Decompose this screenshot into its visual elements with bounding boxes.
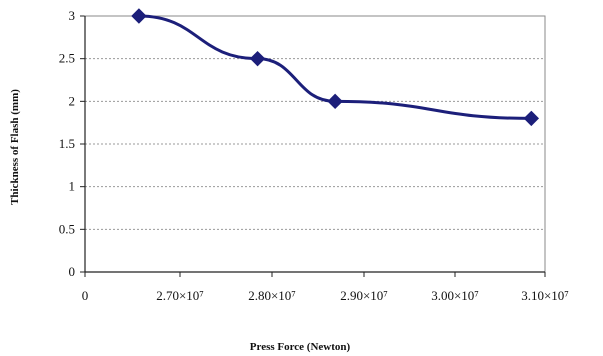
x-tick-label: 2.70×10⁷: [156, 288, 204, 303]
data-point-marker: [327, 93, 343, 110]
series-line: [138, 14, 532, 120]
gridlines: [85, 15, 545, 230]
x-tick-label: 2.80×10⁷: [248, 288, 296, 303]
data-point-marker: [249, 50, 266, 67]
axes: [80, 15, 546, 277]
y-tick-label: 3: [69, 8, 76, 23]
y-tick-label: 1.5: [59, 136, 75, 151]
x-tick-label: 3.00×10⁷: [431, 288, 479, 303]
y-tick-label: 2.5: [59, 51, 75, 66]
y-tick-label: 1: [69, 179, 76, 194]
y-tick-labels: 0 0.5 1 1.5 2 2.5 3: [59, 8, 75, 279]
x-axis-title: Press Force (Newton): [250, 341, 351, 353]
x-tick-labels: 0 2.70×10⁷ 2.80×10⁷ 2.90×10⁷ 3.00×10⁷ 3.10×10…: [82, 288, 569, 303]
y-tick-label: 2: [69, 93, 76, 108]
x-tick-label: 2.90×10⁷: [340, 288, 388, 303]
y-tick-label: 0: [69, 264, 76, 279]
data-point-marker: [131, 8, 147, 24]
data-point-marker: [523, 110, 540, 127]
series-group: [131, 8, 540, 127]
y-axis-title: Thickness of Flash (mm): [9, 89, 21, 205]
x-tick-label: 3.10×10⁷: [521, 288, 569, 303]
y-tick-label: 0.5: [59, 221, 75, 236]
x-tick-label: 0: [82, 288, 89, 303]
